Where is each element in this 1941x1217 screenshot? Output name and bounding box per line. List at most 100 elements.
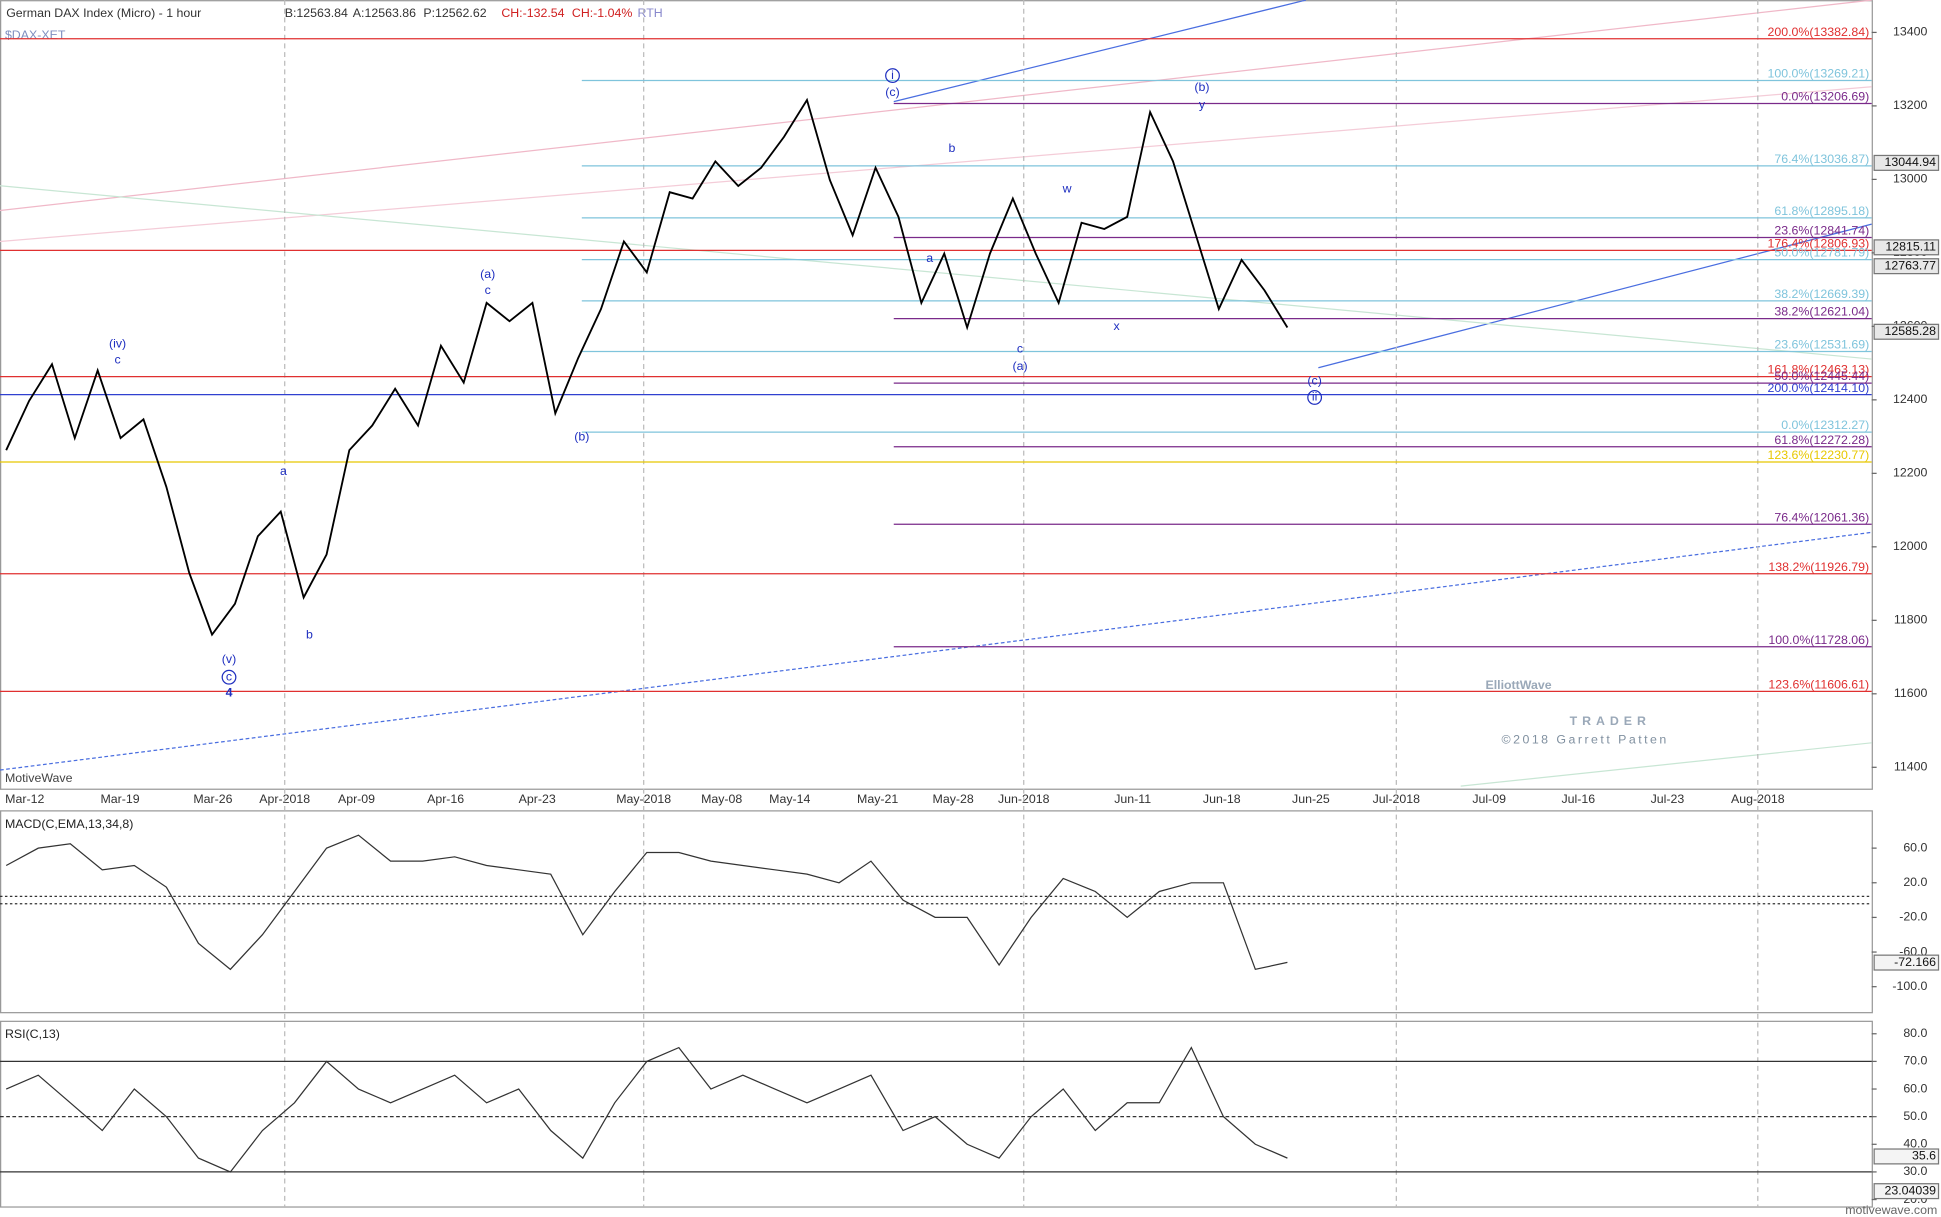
copyright: ©2018 Garrett Patten bbox=[1502, 733, 1669, 747]
price-tag bbox=[1873, 154, 1940, 171]
y-tick-label: 11600 bbox=[1894, 686, 1928, 700]
session: RTH bbox=[638, 6, 663, 20]
price-tag bbox=[1873, 323, 1940, 340]
wave-label: a bbox=[280, 464, 287, 478]
fib-label: 123.6%(12230.77) bbox=[1767, 448, 1869, 462]
y-tick-label: 30.0 bbox=[1903, 1164, 1927, 1178]
x-tick-label: Apr-16 bbox=[427, 792, 464, 806]
y-tick-label: 60.0 bbox=[1903, 1081, 1927, 1095]
change: CH:-132.54 bbox=[501, 6, 564, 20]
wave-label: y bbox=[1199, 98, 1206, 112]
x-tick-label: Apr-23 bbox=[519, 792, 556, 806]
y-tick-label: 40.0 bbox=[1903, 1137, 1927, 1151]
y-tick-label: 20.0 bbox=[1903, 875, 1927, 889]
wave-label: (b) bbox=[1194, 80, 1209, 94]
x-tick-label: May-14 bbox=[769, 792, 810, 806]
y-tick-label: 13200 bbox=[1893, 98, 1927, 112]
fib-label: 100.0%(13269.21) bbox=[1767, 67, 1869, 81]
price-tag-label: 13044.94 bbox=[1884, 155, 1936, 169]
fib-label: 176.4%(12806.93) bbox=[1767, 236, 1869, 250]
y-tick-label: 12200 bbox=[1893, 466, 1927, 480]
fib-label: 161.8%(12463.13) bbox=[1767, 363, 1869, 377]
wave-label: a bbox=[926, 251, 933, 265]
x-tick-label: Jul-09 bbox=[1472, 792, 1506, 806]
x-tick-label: Apr-09 bbox=[338, 792, 375, 806]
price-tag-label: 12815.11 bbox=[1885, 240, 1936, 254]
y-tick-label: 70.0 bbox=[1903, 1054, 1927, 1068]
wave-label: b bbox=[306, 627, 313, 641]
fib-label: 0.0%(12312.27) bbox=[1781, 418, 1869, 432]
value-tag-label: 23.04039 bbox=[1884, 1183, 1936, 1197]
wave-label: c bbox=[485, 283, 491, 297]
x-tick-label: Mar-12 bbox=[5, 792, 44, 806]
fib-label: 76.4%(12061.36) bbox=[1774, 510, 1869, 524]
y-tick-label: 80.0 bbox=[1903, 1026, 1927, 1040]
y-tick-label: -20.0 bbox=[1899, 910, 1927, 924]
y-tick-label: -100.0 bbox=[1892, 979, 1927, 993]
trend-line bbox=[1318, 223, 1872, 369]
fib-label: 38.2%(12621.04) bbox=[1774, 305, 1869, 319]
y-tick-label: 60.0 bbox=[1903, 840, 1927, 854]
x-tick-label: Jul-16 bbox=[1561, 792, 1595, 806]
wave-label: ii bbox=[1312, 390, 1318, 404]
wave-label: (iv) bbox=[109, 336, 126, 350]
wave-label: x bbox=[1113, 319, 1120, 333]
trend-line bbox=[893, 0, 1307, 103]
fib-label: 123.6%(11606.61) bbox=[1768, 677, 1869, 691]
price-tag bbox=[1873, 258, 1940, 275]
price-tag-label: 12763.77 bbox=[1884, 258, 1936, 272]
platform-watermark: MotiveWave bbox=[5, 771, 73, 785]
x-tick-label: May-28 bbox=[933, 792, 974, 806]
wave-label: w bbox=[1062, 182, 1072, 196]
wave-label: (v) bbox=[222, 652, 236, 666]
y-tick-label: 11800 bbox=[1894, 613, 1928, 627]
value-tag-label: 35.6 bbox=[1912, 1149, 1936, 1163]
wave-label: c bbox=[1017, 341, 1023, 355]
price-tag-label: 12585.28 bbox=[1884, 324, 1936, 338]
fib-label: 50.0%(12781.79) bbox=[1774, 246, 1869, 260]
y-tick-label: 12400 bbox=[1893, 392, 1927, 406]
x-tick-label: Jun-11 bbox=[1114, 792, 1151, 806]
price-tag bbox=[1873, 239, 1940, 256]
y-tick-label: 11400 bbox=[1894, 760, 1928, 774]
trend-line bbox=[0, 531, 1872, 771]
fib-label: 138.2%(11926.79) bbox=[1768, 560, 1869, 574]
fib-label: 50.0%(12445.44) bbox=[1774, 369, 1869, 383]
y-tick-label: 13000 bbox=[1893, 172, 1927, 186]
wave-circle bbox=[885, 68, 900, 84]
value-tag bbox=[1873, 1183, 1940, 1200]
symbol: $DAX-XET bbox=[5, 28, 66, 42]
rsi-panel bbox=[0, 1020, 1873, 1208]
fib-label: 0.0%(13206.69) bbox=[1781, 90, 1869, 104]
y-tick-label: 13400 bbox=[1893, 25, 1927, 39]
wave-label: c bbox=[226, 669, 232, 683]
value-tag bbox=[1873, 954, 1940, 971]
indicator-line bbox=[5, 834, 1288, 971]
wave-circle bbox=[1307, 390, 1323, 405]
ask: A:12563.86 bbox=[353, 6, 416, 20]
last-price: P:12562.62 bbox=[423, 6, 486, 20]
logo: ElliottWave bbox=[1485, 678, 1551, 692]
site: motivewave.com bbox=[1845, 1203, 1937, 1217]
wave-label: b bbox=[948, 141, 955, 155]
x-tick-label: May-21 bbox=[857, 792, 898, 806]
fib-label: 23.6%(12841.74) bbox=[1774, 224, 1869, 238]
wave-label: (a) bbox=[480, 267, 495, 281]
value-tag bbox=[1873, 1148, 1940, 1165]
x-tick-label: Jun-18 bbox=[1203, 792, 1241, 806]
fib-label: 61.8%(12895.18) bbox=[1774, 204, 1869, 218]
wave-label: 4 bbox=[226, 686, 233, 700]
wave-label: (a) bbox=[1012, 359, 1027, 373]
trend-line bbox=[1460, 742, 1872, 787]
fib-label: 61.8%(12272.28) bbox=[1774, 433, 1869, 447]
wave-label: i bbox=[891, 68, 894, 82]
price-line bbox=[5, 97, 1289, 637]
x-tick-label: May-08 bbox=[701, 792, 742, 806]
macd-panel bbox=[0, 810, 1873, 1014]
value-tag-label: -72.166 bbox=[1894, 955, 1936, 969]
fib-label: 76.4%(13036.87) bbox=[1774, 152, 1869, 166]
logo-sub: TRADER bbox=[1570, 714, 1651, 728]
x-tick-label: Jul-23 bbox=[1651, 792, 1685, 806]
